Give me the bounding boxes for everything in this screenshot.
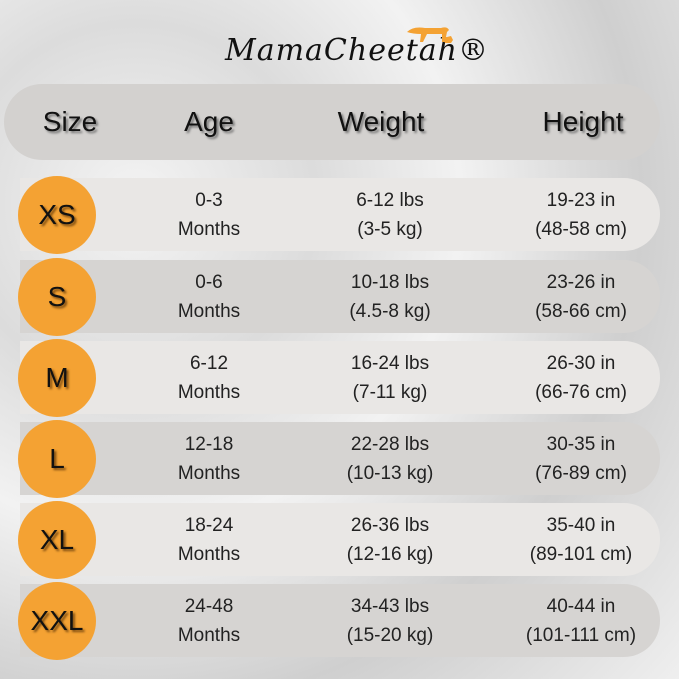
age-cell: 0-6 Months	[178, 268, 240, 326]
weight-cell: 26-36 lbs (12-16 kg)	[347, 511, 434, 569]
age-range: 12-18	[184, 434, 234, 455]
height-cm: (58-66 cm)	[535, 301, 627, 322]
weight-lbs: 6-12 lbs	[356, 190, 424, 211]
height-cell: 19-23 in (48-58 cm)	[535, 186, 627, 244]
brand-logo: MamaCheetah®	[225, 18, 488, 68]
age-range: 24-48	[184, 596, 234, 617]
age-cell: 6-12 Months	[178, 349, 240, 407]
size-badge: M	[18, 339, 96, 417]
age-cell: 0-3 Months	[178, 186, 240, 244]
weight-cell: 22-28 lbs (10-13 kg)	[347, 430, 434, 488]
age-cell: 12-18 Months	[178, 430, 240, 488]
weight-kg: (4.5-8 kg)	[349, 301, 431, 322]
table-row: S 0-6 Months 10-18 lbs (4.5-8 kg) 23-26 in…	[18, 258, 660, 336]
weight-cell: 6-12 lbs (3-5 kg)	[356, 186, 424, 244]
weight-kg: (12-16 kg)	[346, 544, 434, 565]
header-age: Age	[184, 106, 234, 137]
height-in: 23-26 in	[546, 272, 616, 293]
height-cell: 23-26 in (58-66 cm)	[535, 268, 627, 326]
weight-lbs: 16-24 lbs	[350, 353, 430, 374]
height-cell: 30-35 in (76-89 cm)	[535, 430, 627, 488]
table-row: XXL 24-48 Months 34-43 lbs (15-20 kg) 40-4…	[18, 582, 660, 660]
age-unit: Months	[177, 544, 241, 565]
table-row: XL 18-24 Months 26-36 lbs (12-16 kg) 35-40…	[18, 501, 660, 579]
weight-lbs: 26-36 lbs	[350, 515, 430, 536]
age-cell: 18-24 Months	[178, 511, 240, 569]
header-weight: Weight	[337, 106, 425, 137]
height-cell: 40-44 in (101-111 cm)	[526, 592, 636, 650]
weight-lbs: 34-43 lbs	[350, 596, 430, 617]
header-size: Size	[42, 106, 98, 137]
size-badge: XL	[18, 501, 96, 579]
weight-lbs: 10-18 lbs	[350, 272, 430, 293]
height-in: 40-44 in	[546, 596, 616, 617]
weight-kg: (10-13 kg)	[346, 463, 434, 484]
age-unit: Months	[177, 463, 241, 484]
height-in: 26-30 in	[546, 353, 616, 374]
height-in: 35-40 in	[546, 515, 616, 536]
age-range: 0-6	[195, 272, 223, 293]
height-cm: (101-111 cm)	[525, 625, 637, 646]
weight-kg: (7-11 kg)	[352, 382, 428, 403]
height-in: 30-35 in	[546, 434, 616, 455]
height-cm: (66-76 cm)	[535, 382, 627, 403]
age-unit: Months	[177, 625, 241, 646]
table-row: L 12-18 Months 22-28 lbs (10-13 kg) 30-35 …	[18, 420, 660, 498]
weight-kg: (3-5 kg)	[357, 219, 423, 240]
header-height: Height	[542, 106, 624, 137]
cheetah-icon	[407, 27, 453, 43]
size-badge: S	[18, 258, 96, 336]
height-cell: 26-30 in (66-76 cm)	[535, 349, 627, 407]
height-in: 19-23 in	[546, 190, 616, 211]
weight-cell: 34-43 lbs (15-20 kg)	[347, 592, 434, 650]
size-badge: XXL	[18, 582, 96, 660]
height-cm: (48-58 cm)	[535, 219, 627, 240]
age-unit: Months	[177, 219, 241, 240]
weight-cell: 16-24 lbs (7-11 kg)	[351, 349, 429, 407]
table-row: M 6-12 Months 16-24 lbs (7-11 kg) 26-30 in…	[18, 339, 660, 417]
age-range: 6-12	[189, 353, 229, 374]
height-cm: (89-101 cm)	[529, 544, 633, 565]
age-range: 18-24	[184, 515, 234, 536]
age-cell: 24-48 Months	[178, 592, 240, 650]
age-range: 0-3	[195, 190, 223, 211]
age-unit: Months	[177, 382, 241, 403]
age-unit: Months	[177, 301, 241, 322]
weight-lbs: 22-28 lbs	[350, 434, 430, 455]
size-badge: XS	[18, 176, 96, 254]
height-cm: (76-89 cm)	[535, 463, 627, 484]
table-row: XS 0-3 Months 6-12 lbs (3-5 kg) 19-23 in (4…	[18, 176, 660, 254]
size-badge: L	[18, 420, 96, 498]
weight-cell: 10-18 lbs (4.5-8 kg)	[349, 268, 430, 326]
table-header: Size Age Weight Height	[4, 84, 660, 160]
weight-kg: (15-20 kg)	[346, 625, 434, 646]
height-cell: 35-40 in (89-101 cm)	[530, 511, 632, 569]
